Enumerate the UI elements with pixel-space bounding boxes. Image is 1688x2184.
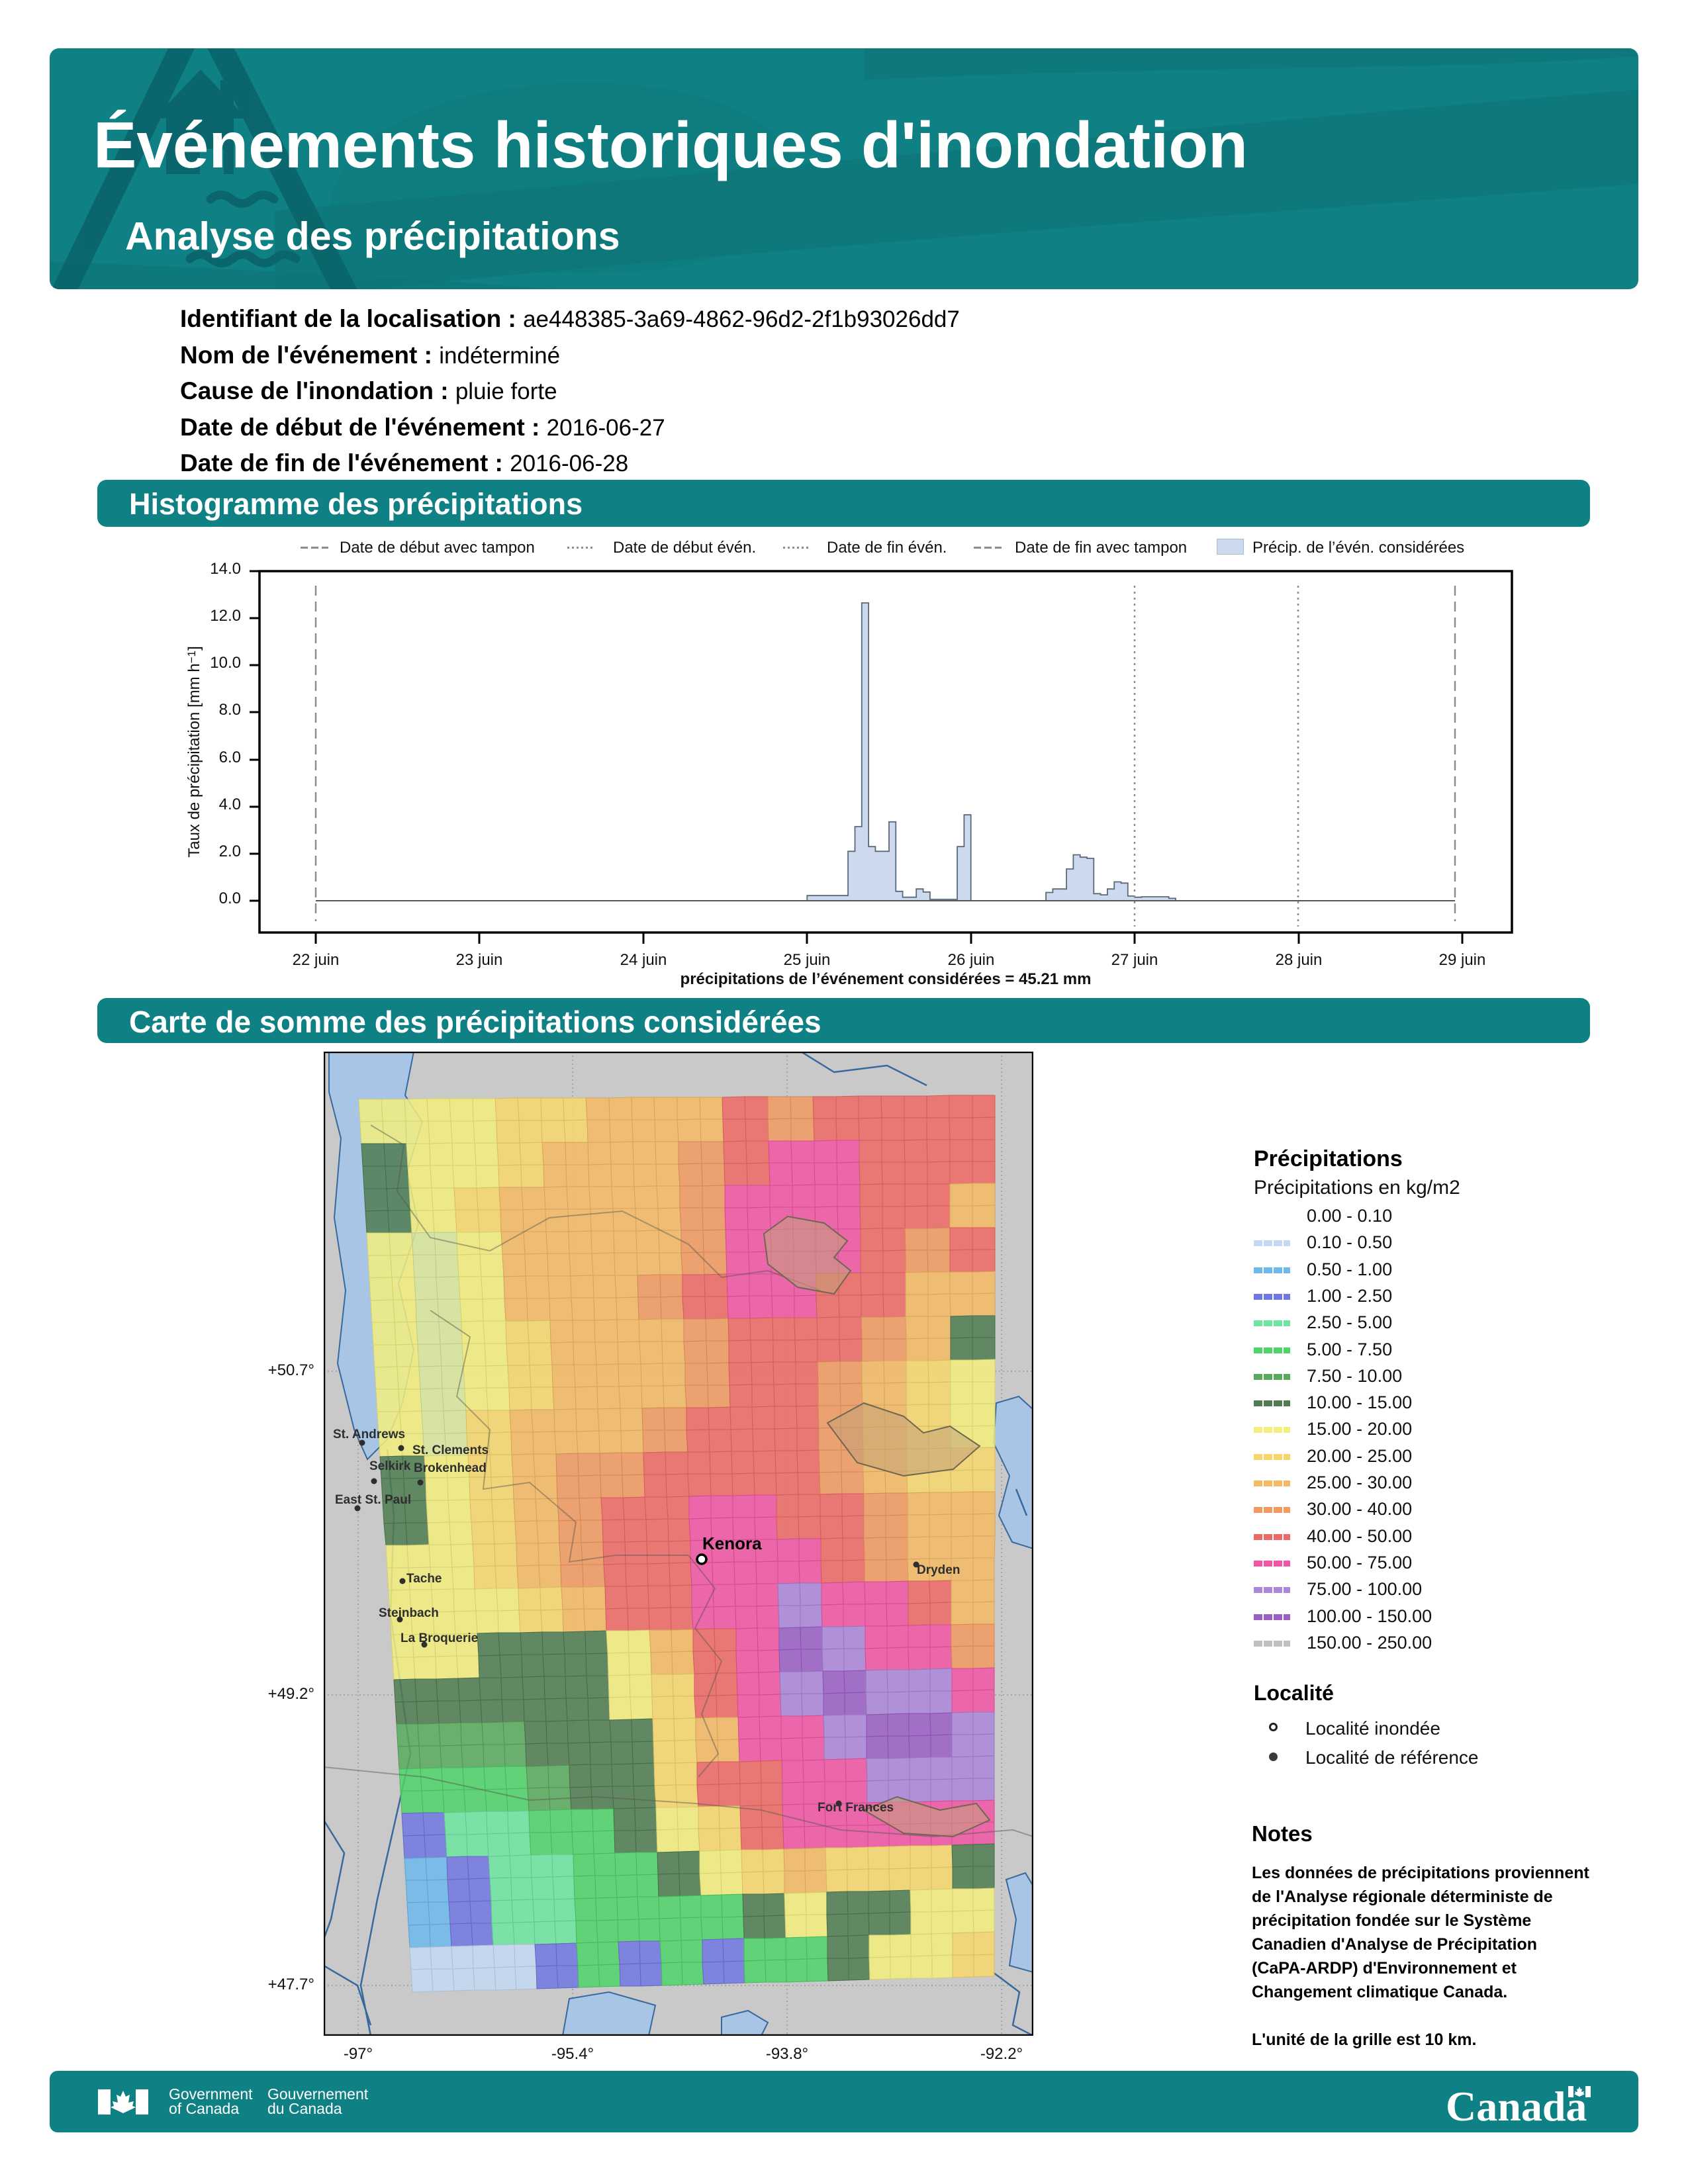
svg-text:East St. Paul: East St. Paul (335, 1493, 411, 1507)
svg-text:Fort Frances: Fort Frances (818, 1801, 894, 1815)
svg-text:Kenora: Kenora (702, 1533, 762, 1553)
svg-text:La Broquerie: La Broquerie (400, 1631, 478, 1645)
svg-text:Steinbach: Steinbach (379, 1606, 439, 1620)
svg-text:Selkirk: Selkirk (369, 1459, 411, 1473)
svg-text:Tache: Tache (406, 1572, 442, 1586)
svg-text:Brokenhead: Brokenhead (414, 1461, 487, 1475)
svg-text:St. Andrews: St. Andrews (333, 1428, 405, 1441)
svg-text:Dryden: Dryden (917, 1563, 960, 1577)
svg-text:St. Clements: St. Clements (412, 1443, 489, 1457)
